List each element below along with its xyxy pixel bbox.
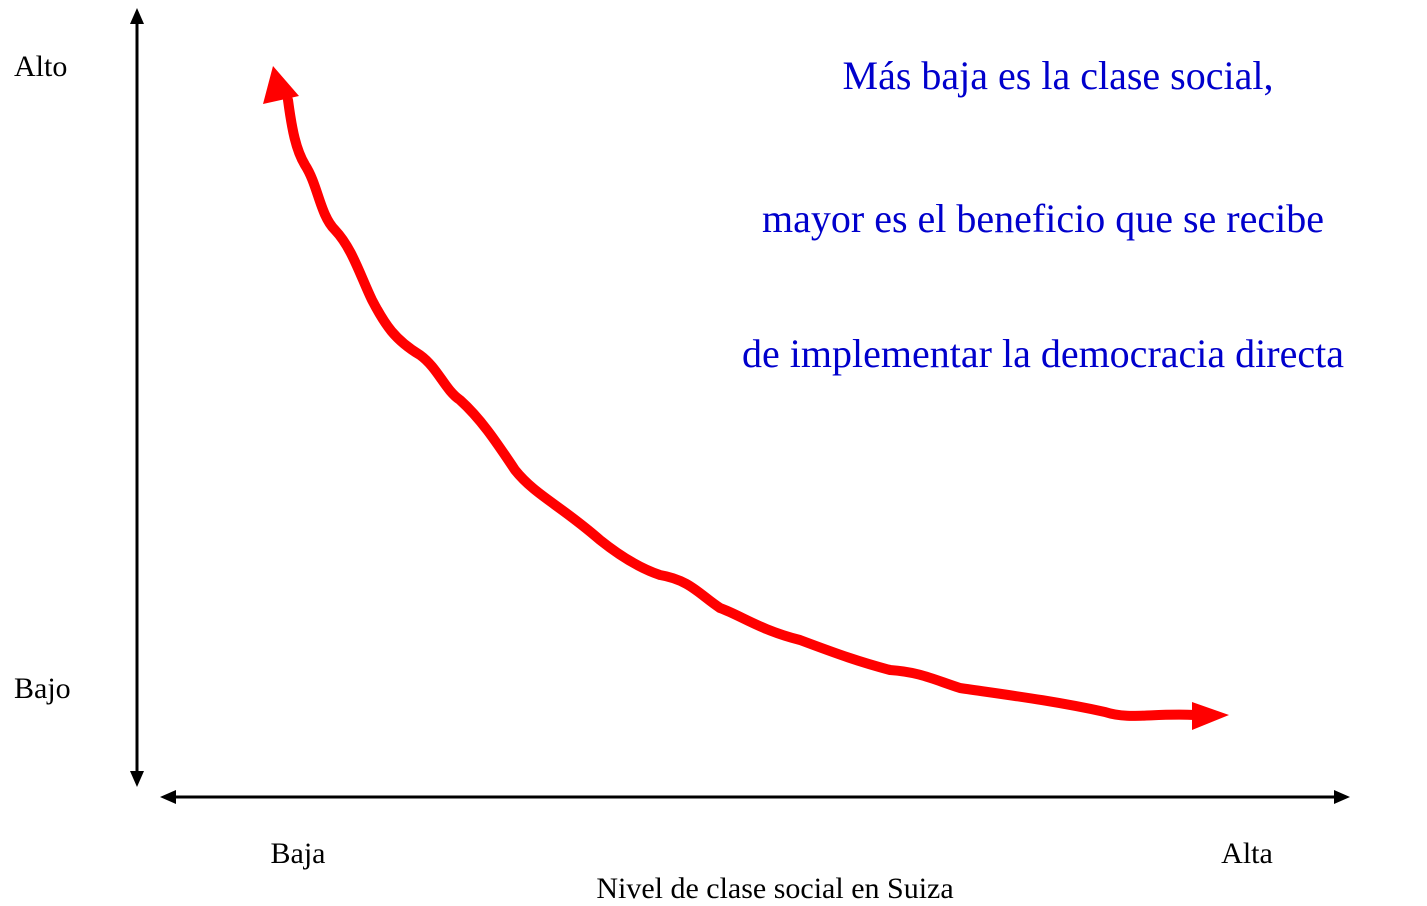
y-axis-arrow-bottom [130, 771, 144, 787]
y-bottom-label: Bajo [14, 672, 71, 705]
x-right-label: Alta [1221, 837, 1273, 870]
curve-arrow-right [1192, 702, 1229, 730]
x-left-label: Baja [271, 837, 326, 870]
x-axis-title: Nivel de clase social en Suiza [596, 872, 953, 905]
x-axis-arrow-right [1334, 790, 1350, 804]
y-axis-arrow-top [130, 8, 144, 24]
y-top-label: Alto [14, 50, 67, 83]
annotation-line: mayor es el beneficio que se recibe [762, 196, 1324, 241]
annotation-line: Más baja es la clase social, [843, 53, 1274, 98]
x-axis-arrow-left [160, 790, 176, 804]
curve-arrow-top [263, 66, 299, 104]
trend-curve [283, 95, 1200, 721]
annotation-line: de implementar la democracia directa [742, 331, 1344, 376]
